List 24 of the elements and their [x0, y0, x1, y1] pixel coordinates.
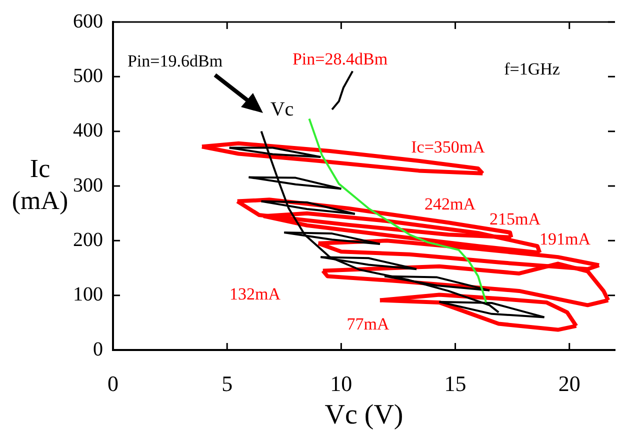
- annotation: Ic=350mA: [411, 137, 486, 156]
- annotation: 132mA: [230, 284, 282, 304]
- annotation: 242mA: [424, 194, 476, 214]
- annotation: 215mA: [490, 209, 542, 228]
- y-tick-label: 500: [73, 64, 103, 87]
- annotation: 191mA: [540, 229, 592, 248]
- x-axis-title: Vc (V): [324, 400, 404, 431]
- annotation: f=1GHz: [504, 59, 560, 78]
- x-tick-label: 15: [444, 370, 466, 396]
- y-tick-label: 200: [73, 228, 103, 251]
- x-tick-label: 5: [222, 370, 233, 396]
- y-tick-label: 100: [73, 284, 103, 306]
- y-tick-label: 300: [73, 174, 103, 196]
- x-tick-label: 20: [558, 370, 580, 396]
- y-tick-label: 0: [93, 338, 103, 360]
- annotation: Vc: [270, 98, 294, 120]
- x-tick-label: 10: [330, 370, 352, 396]
- y-tick-label: 600: [73, 10, 103, 32]
- annotation: Pin=28.4dBm: [292, 49, 388, 68]
- x-tick-label: 0: [108, 370, 118, 396]
- annotation: 77mA: [346, 314, 390, 334]
- y-tick-label: 400: [73, 120, 103, 142]
- y-axis-title: Ic (mA): [12, 154, 68, 215]
- annotation: Pin=19.6dBm: [127, 51, 223, 70]
